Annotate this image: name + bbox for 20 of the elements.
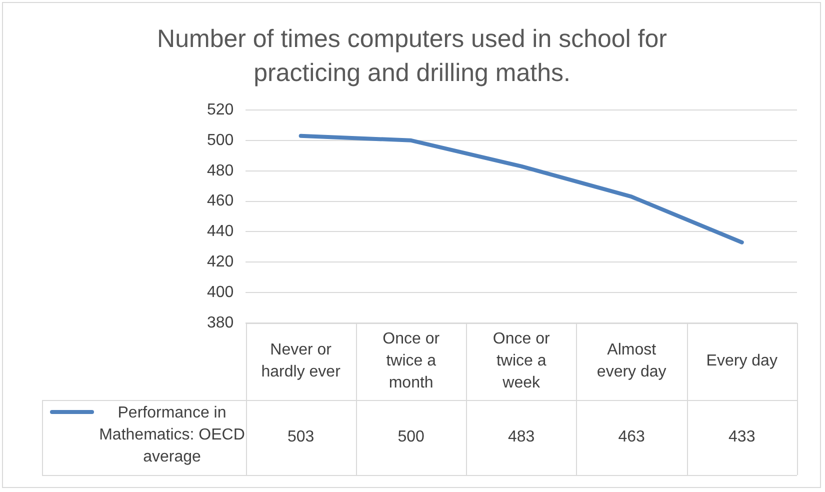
x-tick-label: Never or hardly ever xyxy=(261,341,342,380)
y-tick-label: 460 xyxy=(206,192,234,210)
y-tick-label: 440 xyxy=(206,223,234,240)
y-tick-label: 480 xyxy=(206,162,234,180)
y-tick-label: 520 xyxy=(206,101,234,118)
x-tick-label: Almost every day xyxy=(596,341,666,380)
data-label: 500 xyxy=(398,428,425,446)
data-label: 463 xyxy=(618,428,646,446)
chart-title: Number of times computers used in school for practicing and drilling maths. xyxy=(157,24,667,87)
data-label: 433 xyxy=(728,428,756,446)
x-tick-label: Once or twice a week xyxy=(492,330,550,392)
data-label: 503 xyxy=(287,428,314,446)
y-tick-label: 380 xyxy=(206,314,234,332)
y-tick-label: 400 xyxy=(206,284,234,301)
legend-label: Performance in Mathematics: OECD average xyxy=(99,404,245,466)
x-tick-label: Once or twice a month xyxy=(382,330,440,392)
x-tick-label: Every day xyxy=(706,352,778,370)
y-tick-label: 420 xyxy=(206,254,234,271)
data-label: 483 xyxy=(508,428,535,446)
y-tick-label: 500 xyxy=(206,132,234,149)
